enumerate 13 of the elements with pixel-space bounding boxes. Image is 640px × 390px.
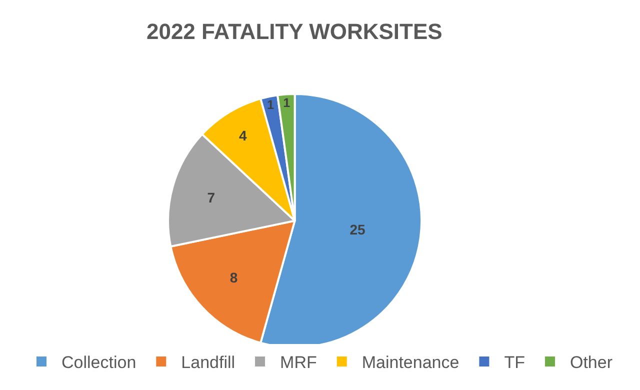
data-label: 8 (230, 270, 238, 286)
data-label: 7 (207, 189, 216, 206)
data-label: 1 (283, 96, 290, 110)
legend-label: Maintenance (362, 353, 460, 372)
legend-label: Landfill (181, 353, 236, 372)
data-label: 4 (238, 127, 247, 144)
legend-label: TF (504, 353, 525, 372)
data-label: 25 (350, 221, 366, 238)
legend-label: MRF (280, 353, 317, 372)
legend-label: Other (570, 353, 613, 372)
legend-label: Collection (62, 353, 136, 372)
data-label: 1 (267, 98, 274, 112)
chart-title: 2022 FATALITY WORKSITES (146, 18, 442, 44)
